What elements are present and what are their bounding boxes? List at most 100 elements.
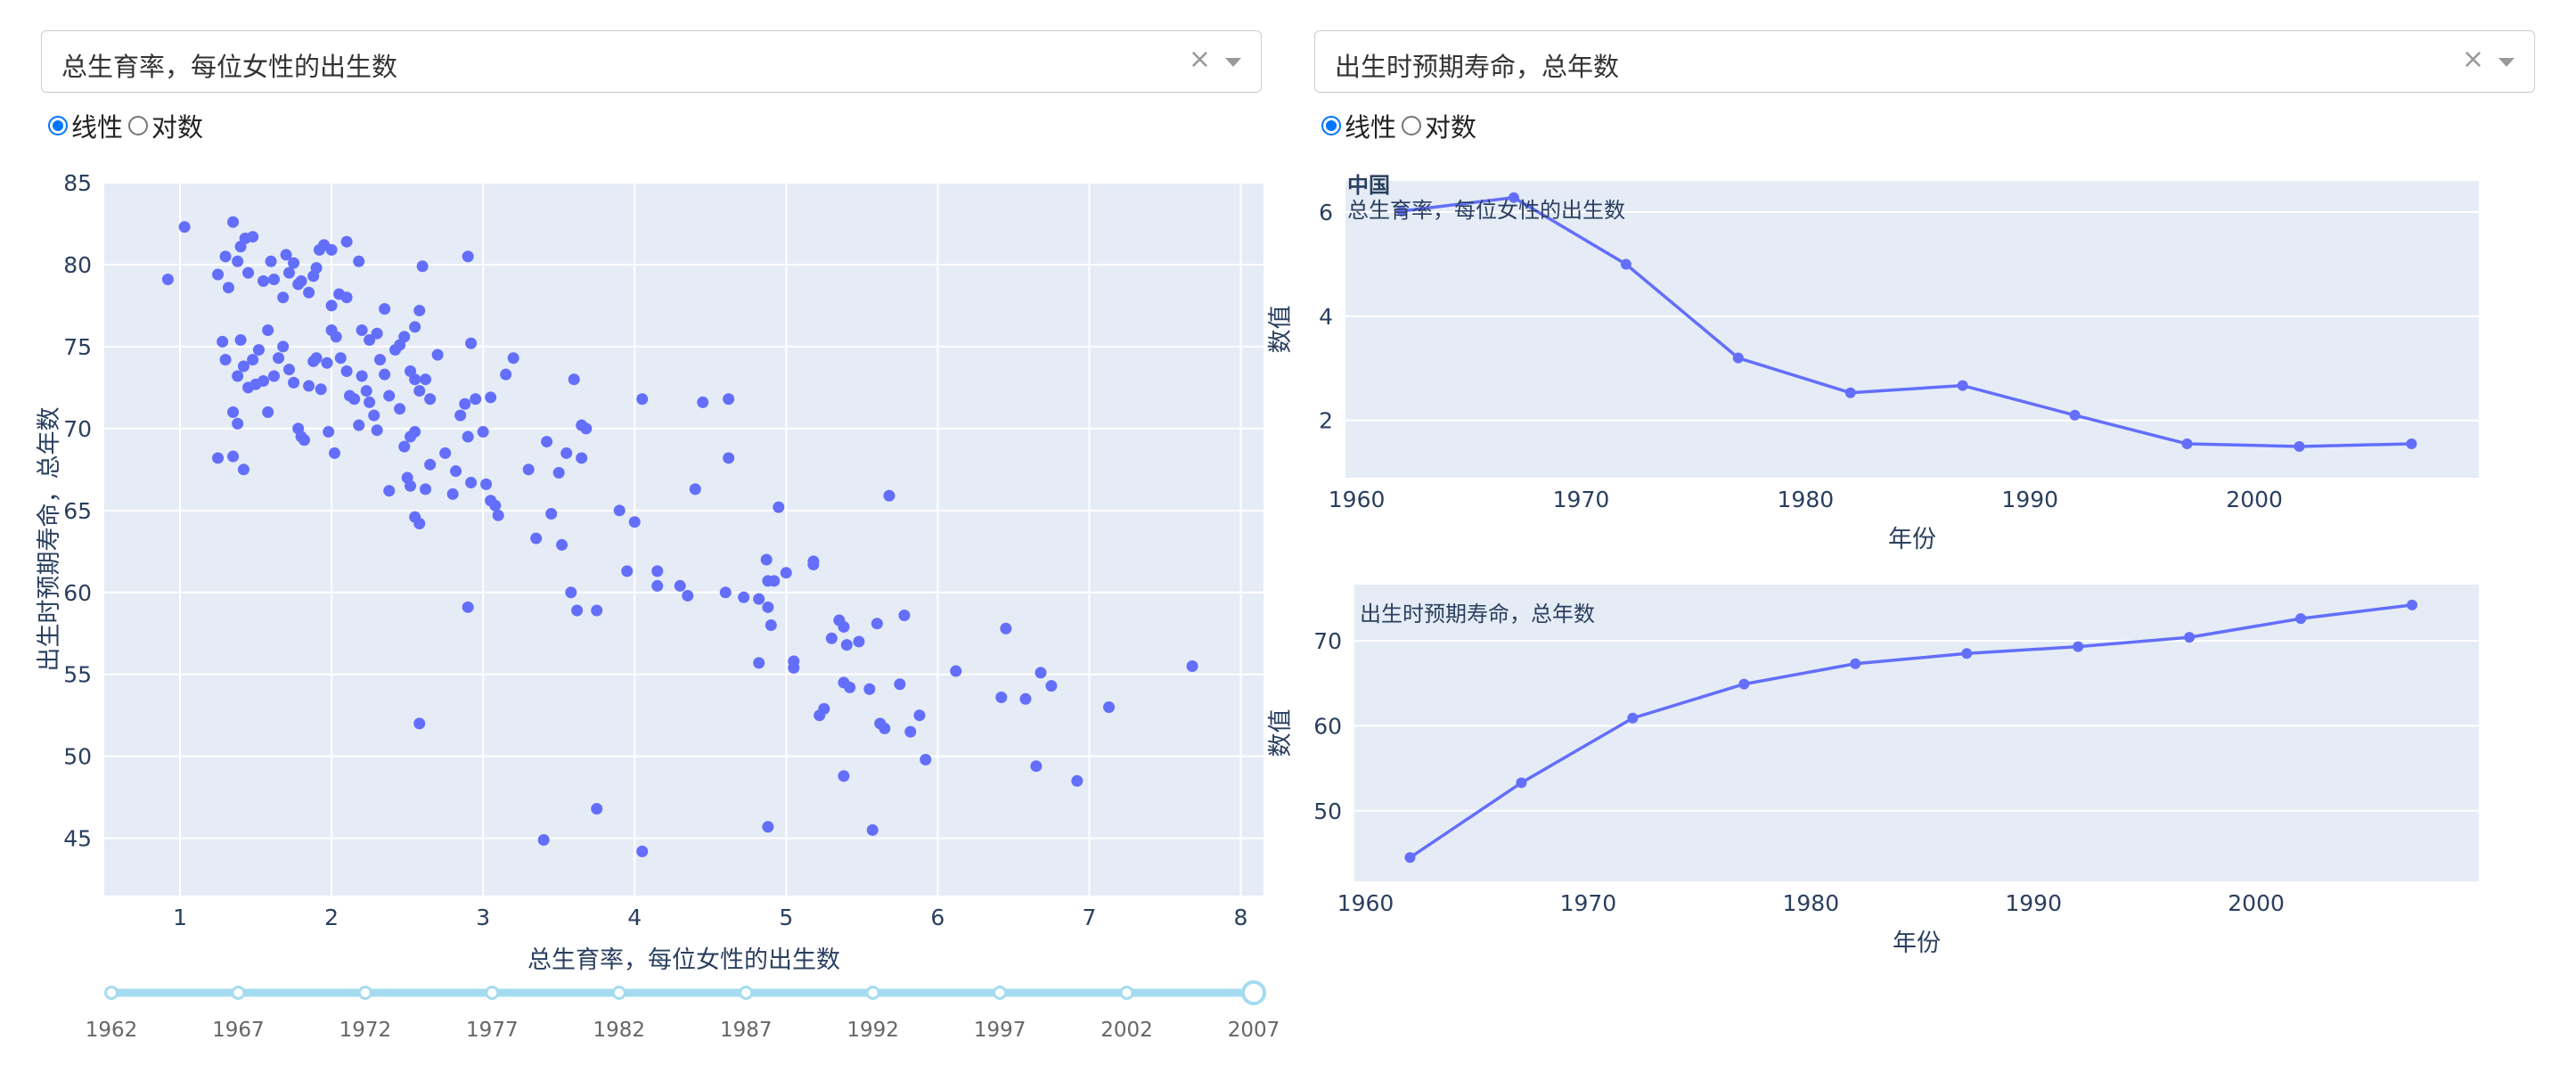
year-slider-dot[interactable]	[104, 986, 119, 1000]
scatter-point	[719, 586, 732, 599]
year-slider-dot[interactable]	[993, 986, 1008, 1000]
lifeexp-series-title: 出生时预期寿命，总年数	[1360, 602, 1595, 626]
scatter-point	[262, 405, 274, 418]
clear-icon[interactable]: ×	[1188, 44, 1211, 75]
year-slider-dot[interactable]	[865, 986, 880, 1000]
year-slider-mark-label[interactable]: 1992	[846, 1019, 899, 1042]
fertility-series-point	[1732, 352, 1744, 364]
year-slider-dot[interactable]	[485, 986, 500, 1000]
yaxis-log-option[interactable]: 对数	[1402, 107, 1476, 144]
radio-selected-icon[interactable]	[1321, 116, 1341, 135]
scatter-point	[227, 405, 240, 418]
year-slider-dot[interactable]	[739, 986, 754, 1000]
scatter-point	[360, 385, 372, 397]
fertility-series-line	[1401, 195, 2412, 448]
year-slider-mark-label[interactable]: 1982	[593, 1019, 646, 1042]
xaxis-indicator-dropdown[interactable]: 总生育率，每位女性的出生数 ×	[41, 30, 1262, 93]
scatter-point	[894, 678, 906, 691]
year-slider-mark-label[interactable]: 1997	[974, 1019, 1026, 1042]
scatter-point	[879, 722, 891, 734]
scatter-point	[485, 391, 497, 404]
year-slider-mark-label[interactable]: 2002	[1100, 1019, 1153, 1042]
xaxis-linear-option[interactable]: 线性	[48, 107, 123, 144]
year-slider-mark-label[interactable]: 1967	[212, 1019, 265, 1042]
year-slider-mark-label[interactable]: 1962	[86, 1019, 138, 1042]
lifeexp-line-x-tick-label: 1970	[1560, 890, 1617, 916]
scatter-y-tick-label: 45	[63, 826, 92, 852]
lifeexp-series-point	[2407, 599, 2418, 610]
scatter-point	[470, 393, 482, 405]
fertility-line-y-axis-title: 数值	[1267, 306, 1295, 354]
scatter-point	[651, 565, 664, 577]
radio-label: 线性	[1345, 112, 1397, 143]
year-slider-dot[interactable]	[357, 986, 372, 1000]
fertility-series-point	[2294, 440, 2305, 452]
xaxis-log-option[interactable]: 对数	[128, 107, 203, 144]
scatter-point	[237, 463, 249, 476]
scatter-point	[838, 770, 850, 782]
fertility-line-y-tick-label: 4	[1319, 304, 1333, 330]
year-slider-dot[interactable]	[231, 986, 246, 1000]
year-slider-dot[interactable]	[1119, 986, 1134, 1000]
scatter-point	[288, 257, 300, 269]
scatter-point	[232, 370, 244, 382]
scatter-point	[340, 291, 353, 304]
year-slider-mark-label[interactable]: 1972	[339, 1019, 392, 1042]
chevron-down-icon[interactable]	[1225, 58, 1241, 67]
scatter-point	[307, 270, 320, 283]
scatter-y-tick-label: 65	[63, 498, 92, 524]
scatter-point	[689, 483, 701, 495]
scatter-point	[462, 430, 474, 443]
scatter-point	[560, 446, 573, 459]
scatter-point	[325, 243, 338, 256]
scatter-point	[334, 352, 347, 364]
scatter-point	[371, 424, 383, 437]
fertility-series-point	[1508, 192, 1519, 203]
scatter-point	[1030, 760, 1043, 773]
year-slider-mark-label[interactable]: 1977	[466, 1019, 519, 1042]
yaxis-indicator-dropdown[interactable]: 出生时预期寿命，总年数 ×	[1314, 30, 2535, 93]
scatter-point	[413, 717, 426, 730]
fertility-line-x-tick-label: 2000	[2226, 487, 2283, 512]
radio-unselected-icon[interactable]	[128, 116, 149, 135]
scatter-point	[282, 364, 295, 376]
scatter-point	[439, 446, 452, 459]
lifeexp-line-y-tick-label: 60	[1313, 713, 1342, 739]
scatter-point	[565, 586, 577, 599]
chevron-down-icon[interactable]	[2498, 58, 2515, 67]
scatter-plot-area	[104, 183, 1263, 896]
scatter-x-axis-title: 总生育率，每位女性的出生数	[527, 946, 840, 974]
scatter-point	[1034, 667, 1047, 679]
yaxis-linear-option[interactable]: 线性	[1321, 107, 1396, 144]
fertility-line-y-tick-label: 2	[1319, 408, 1333, 434]
scatter-point	[576, 452, 588, 464]
year-slider-mark-label[interactable]: 1987	[720, 1019, 773, 1042]
scatter-point	[591, 803, 603, 815]
fertility-line-x-tick-label: 1960	[1329, 487, 1386, 512]
scatter-point	[371, 327, 383, 340]
scatter-point	[807, 555, 820, 568]
scatter-point	[459, 397, 471, 410]
scatter-point	[450, 465, 462, 478]
scatter-point	[1000, 622, 1012, 635]
scatter-point	[232, 255, 244, 267]
year-slider-mark-label[interactable]: 2007	[1228, 1019, 1280, 1042]
scatter-point	[995, 691, 1008, 703]
year-slider-dot[interactable]	[611, 986, 626, 1000]
year-slider-handle[interactable]	[1241, 980, 1266, 1005]
scatter-point	[258, 274, 270, 287]
scatter-point	[219, 250, 232, 263]
scatter-point	[420, 373, 432, 386]
lifeexp-series-point	[1850, 658, 1861, 669]
radio-selected-icon[interactable]	[48, 116, 68, 135]
fertility-line-x-tick-label: 1970	[1553, 487, 1610, 512]
scatter-point	[485, 495, 497, 507]
scatter-point	[398, 440, 411, 453]
clear-icon[interactable]: ×	[2461, 44, 2484, 75]
lifeexp-line-y-tick-label: 70	[1313, 628, 1342, 654]
radio-unselected-icon[interactable]	[1402, 116, 1422, 135]
scatter-point	[697, 396, 709, 408]
scatter-point	[328, 446, 340, 459]
scatter-point	[356, 324, 368, 337]
